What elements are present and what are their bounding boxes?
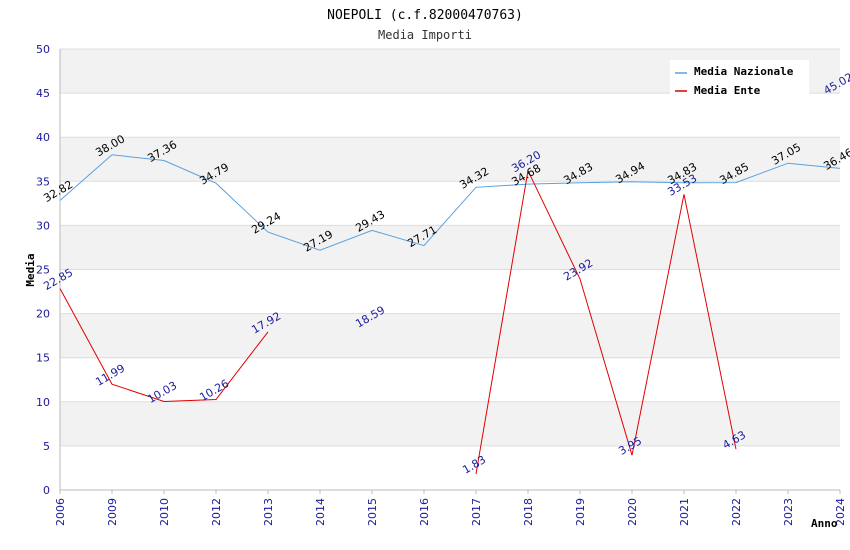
- x-tick-label: 2010: [158, 498, 171, 526]
- plot-band: [60, 137, 840, 182]
- series-line-nazionale: [59, 154, 841, 251]
- chart-title: NOEPOLI (c.f.82000470763): [327, 8, 523, 23]
- x-tick-label: 2015: [366, 498, 379, 526]
- y-axis-title: Media: [24, 253, 37, 286]
- y-axis-ticks: 0 5 10 15 20 25 30 35 40 45 50: [36, 43, 50, 497]
- x-tick-label: 2012: [210, 498, 223, 526]
- x-tick-label: 2018: [522, 498, 535, 526]
- x-tick-label: 2024: [834, 498, 847, 526]
- series-lines: [59, 154, 841, 474]
- plot-band: [60, 313, 840, 358]
- plot-band: [60, 93, 840, 138]
- plot-band: [60, 269, 840, 314]
- plot-band: [60, 401, 840, 446]
- axes: [59, 49, 840, 491]
- y-tick-label: 10: [36, 396, 50, 409]
- x-tick-label: 2020: [626, 498, 639, 526]
- y-tick-label: 35: [36, 175, 50, 188]
- legend: Media Nazionale Media Ente: [670, 60, 809, 97]
- x-tick-label: 2006: [54, 498, 67, 526]
- x-tick-label: 2019: [574, 498, 587, 526]
- legend-box: [670, 60, 809, 94]
- x-axis-ticks: 2006 2009 2010 2012 2013 2014 2015 2016 2017 2018…: [54, 490, 847, 526]
- series-line-ente: [475, 169, 737, 474]
- y-tick-label: 5: [43, 440, 50, 453]
- plot-band: [60, 357, 840, 402]
- plot-band: [60, 225, 840, 270]
- plot-band: [60, 445, 840, 490]
- y-tick-label: 0: [43, 484, 50, 497]
- plot-band: [60, 181, 840, 226]
- x-tick-label: 2017: [470, 498, 483, 526]
- x-tick-label: 2013: [262, 498, 275, 526]
- legend-label-nazionale: Media Nazionale: [694, 65, 794, 78]
- legend-label-ente: Media Ente: [694, 84, 761, 97]
- y-tick-label: 50: [36, 43, 50, 56]
- x-axis-title: Anno: [811, 517, 838, 530]
- x-tick-label: 2021: [678, 498, 691, 526]
- x-tick-label: 2022: [730, 498, 743, 526]
- chart-subtitle: Media Importi: [378, 28, 472, 42]
- y-tick-label: 25: [36, 264, 50, 277]
- x-tick-label: 2016: [418, 498, 431, 526]
- series-line-ente: [59, 288, 269, 403]
- y-tick-label: 20: [36, 308, 50, 321]
- x-tick-label: 2014: [314, 498, 327, 526]
- y-tick-label: 15: [36, 352, 50, 365]
- y-tick-label: 45: [36, 87, 50, 100]
- x-tick-label: 2009: [106, 498, 119, 526]
- x-tick-label: 2023: [782, 498, 795, 526]
- y-tick-label: 40: [36, 131, 50, 144]
- y-tick-label: 30: [36, 219, 50, 232]
